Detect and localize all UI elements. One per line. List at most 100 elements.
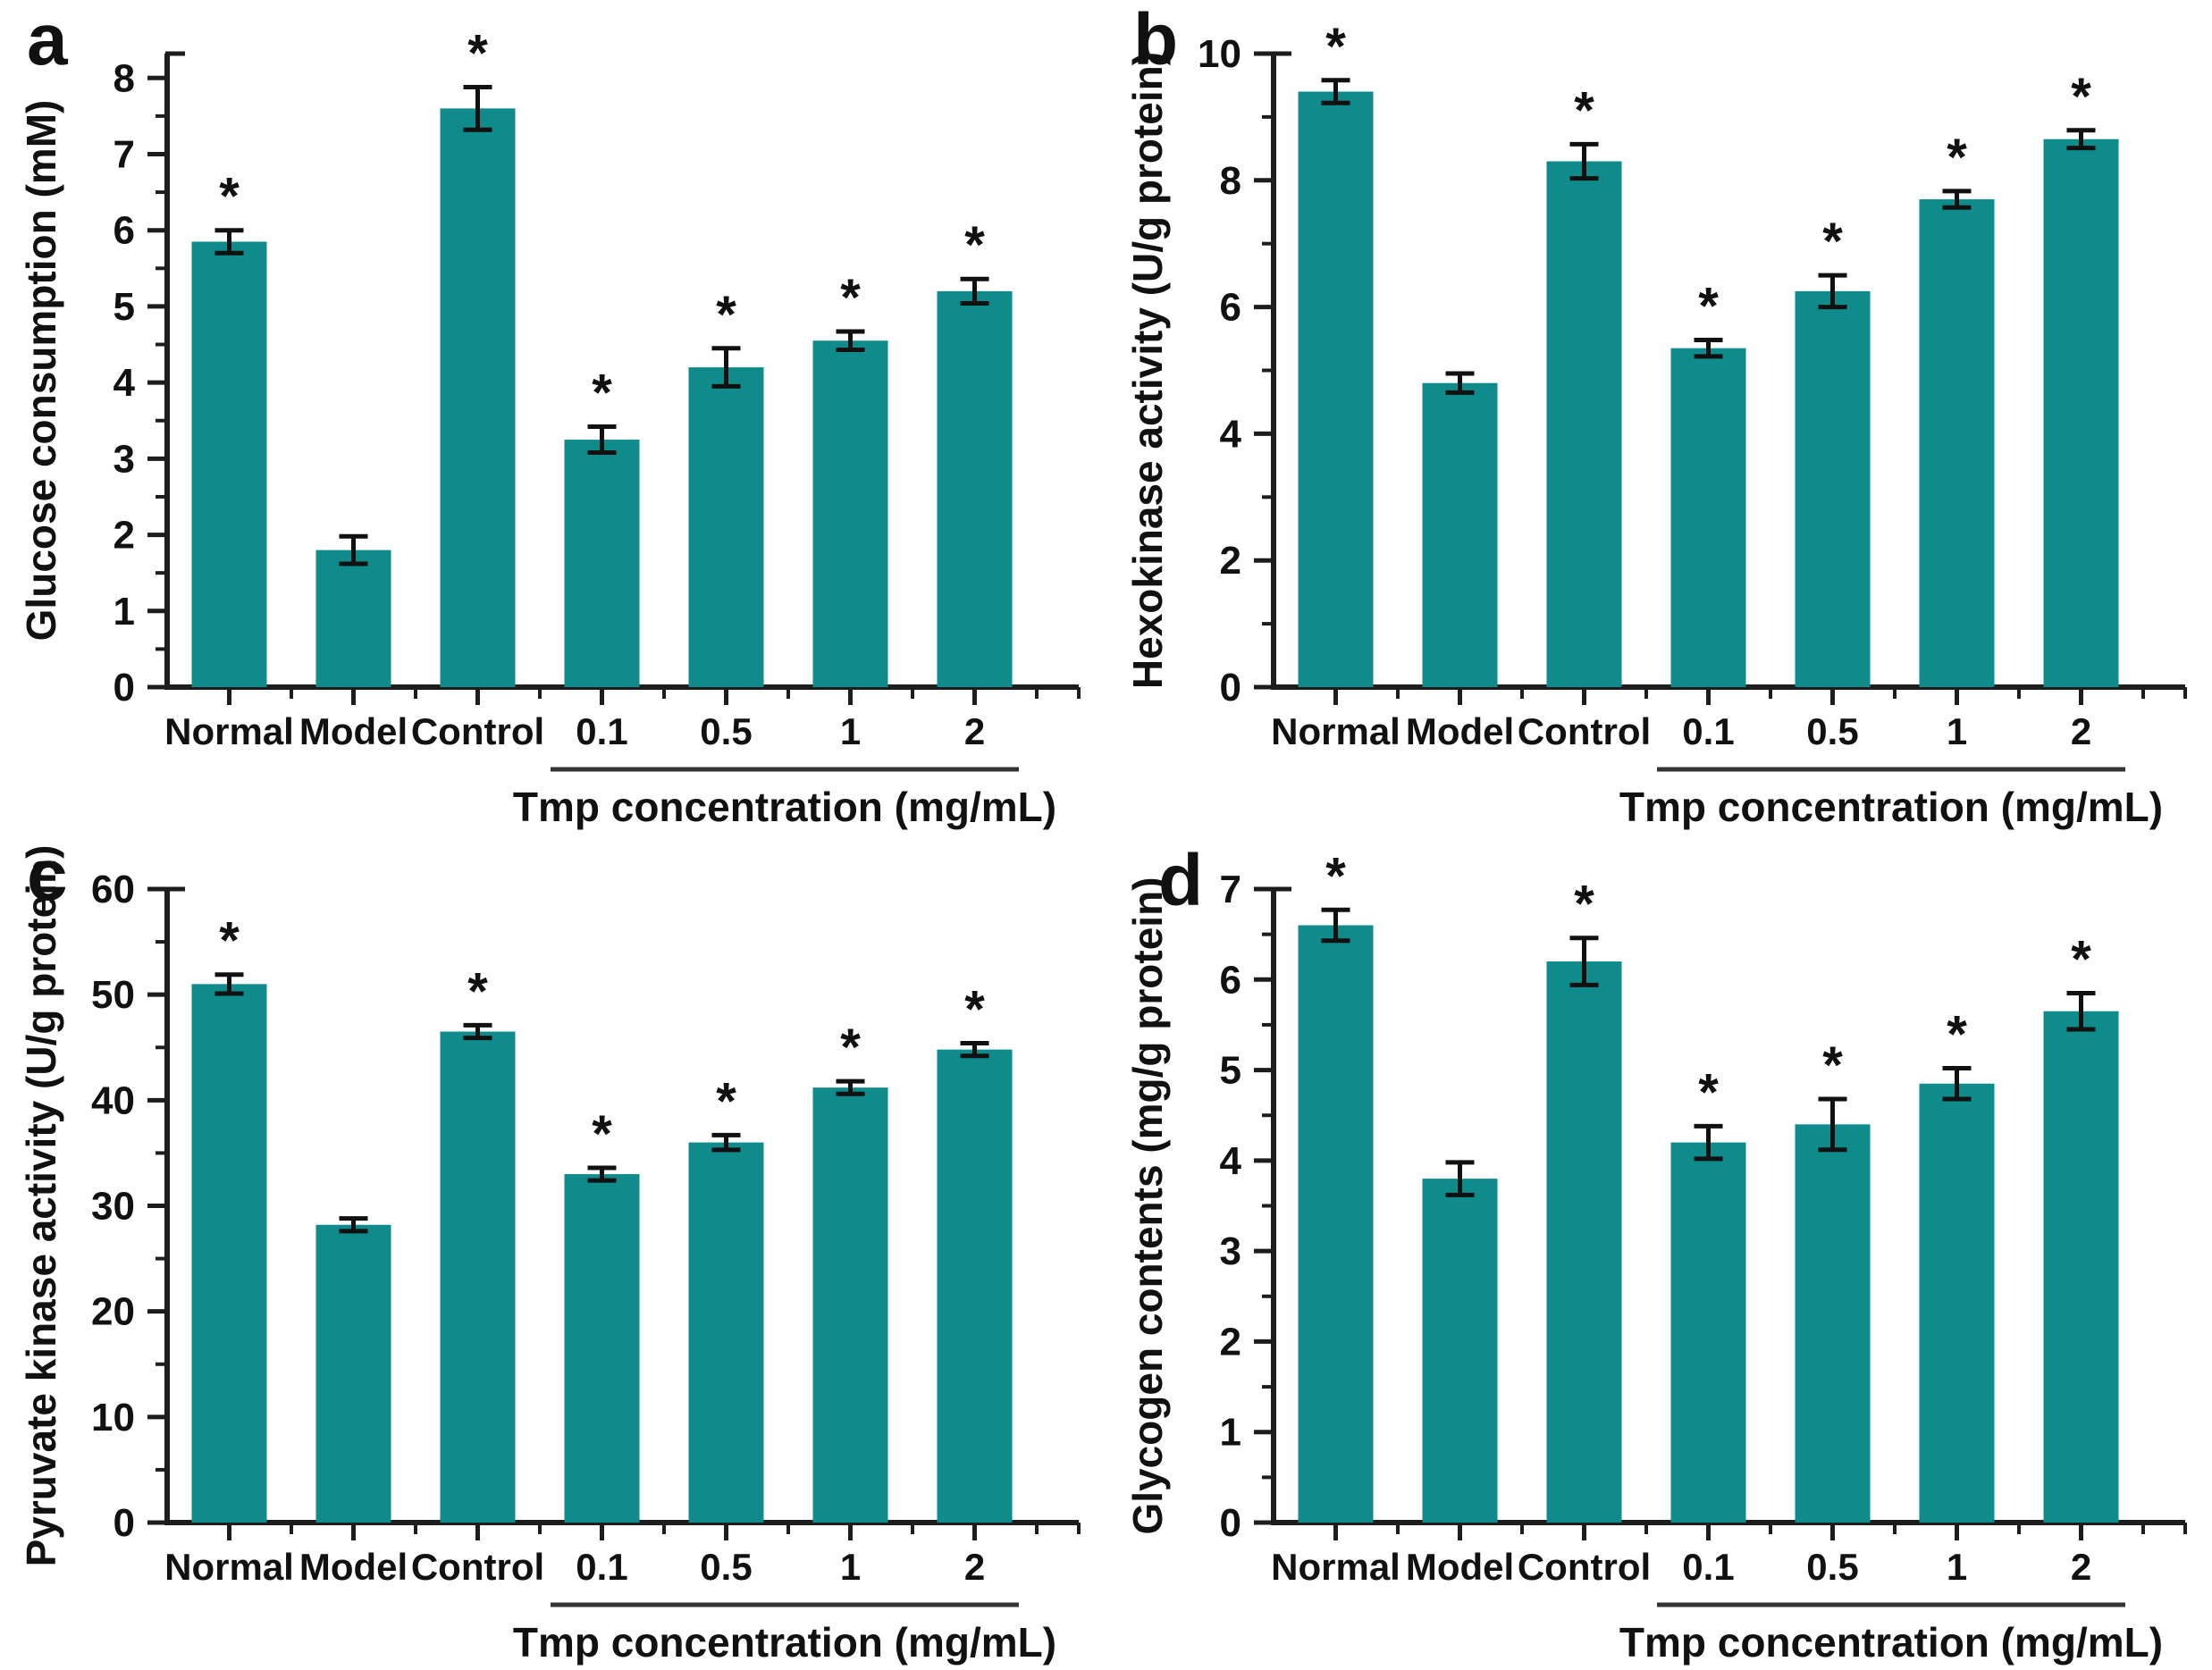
bar [2043,1011,2119,1523]
y-tick-label: 3 [1220,1229,1241,1273]
y-tick-label: 5 [1220,1049,1241,1093]
significance-asterisk: * [1574,81,1594,139]
bar [1422,382,1498,687]
x-category-label: Model [1406,1546,1514,1588]
y-tick-label: 1 [114,590,135,634]
y-tick-label: 1 [1220,1411,1241,1455]
y-tick-label: 6 [114,209,135,253]
x-category-label: 0.1 [576,710,627,752]
bar [1795,1124,1871,1523]
x-category-label: Normal [1271,710,1400,752]
significance-asterisk: * [1698,1063,1719,1121]
x-category-label: 1 [840,710,861,752]
y-tick-label: 0 [114,1501,135,1545]
y-tick-label: 10 [1198,32,1241,76]
bar [440,1031,516,1523]
x-category-label: Normal [1271,1546,1400,1588]
bar [191,241,267,687]
bar [1422,1179,1498,1523]
bar [1546,161,1622,687]
bar [1670,1142,1746,1523]
bar-chart-glycogen-contents: 0 1 2 3 4 5 6 7 Normal * Model Control * 0.1 * 0.5 * 1 * 2 *… [1124,847,2187,1666]
bar-chart-glucose-consumption: 0 1 2 3 4 5 6 7 8 Normal * Model Control * 0.1 * 0.5 * 1 * 2… [18,24,1081,830]
panel-letter-d: d [1158,840,1204,921]
significance-asterisk: * [716,286,736,344]
x-category-label: 1 [1947,1546,1967,1588]
x-category-label: Control [411,710,544,752]
bar [937,290,1013,687]
bar [315,550,391,687]
significance-asterisk: * [1947,129,1967,187]
bar [1919,199,1995,687]
x-category-label: 2 [2071,710,2091,752]
x-category-label: Model [1406,710,1514,752]
x-category-label: 2 [964,1546,985,1588]
x-category-label: 1 [840,1546,861,1588]
significance-asterisk: * [1574,876,1594,934]
y-tick-label: 10 [91,1396,135,1439]
x-category-label: 1 [1947,710,1967,752]
group-axis-label: Tmp concentration (mg/mL) [513,784,1056,830]
significance-asterisk: * [1698,277,1719,335]
y-tick-label: 6 [1220,958,1241,1002]
y-axis-title: Pyruvate kinase activity (U/g protein) [18,845,64,1567]
group-axis-label: Tmp concentration (mg/mL) [1619,1619,2163,1666]
panel-letter-a: a [27,0,68,80]
panel-letter-c: c [27,835,68,916]
significance-asterisk: * [467,962,488,1020]
significance-asterisk: * [716,1072,736,1130]
significance-asterisk: * [1325,18,1346,76]
significance-asterisk: * [592,365,612,423]
significance-asterisk: * [1822,213,1843,271]
bar [315,1224,391,1523]
bar [1298,91,1374,688]
y-tick-label: 3 [114,437,135,481]
y-tick-label: 2 [114,514,135,558]
y-tick-label: 0 [1220,666,1241,709]
y-tick-label: 8 [114,56,135,100]
y-tick-label: 5 [114,285,135,329]
panel-b: 0 2 4 6 8 10 Normal * Model Control * 0.1 * 0.5 * 1 * 2 * H… [1106,0,2212,835]
y-tick-label: 60 [91,868,135,911]
y-tick-label: 2 [1220,539,1241,583]
significance-asterisk: * [964,981,985,1039]
panel-letter-b: b [1133,0,1179,80]
bar [812,1087,888,1523]
x-category-label: 2 [2071,1546,2091,1588]
y-tick-label: 4 [1220,412,1242,456]
x-category-label: 2 [964,710,985,752]
y-tick-label: 30 [91,1185,135,1229]
bar [440,108,516,687]
bar [1795,290,1871,687]
bar [1670,348,1746,687]
panel-d: 0 1 2 3 4 5 6 7 Normal * Model Control * 0.1 * 0.5 * 1 * 2 *… [1106,835,2212,1670]
bar [564,1174,640,1523]
y-tick-label: 7 [1220,868,1241,911]
significance-asterisk: * [467,24,488,82]
y-tick-label: 4 [114,361,136,405]
y-tick-label: 40 [91,1078,135,1122]
y-tick-label: 0 [1220,1501,1241,1545]
y-tick-label: 20 [91,1290,135,1334]
bar [1546,961,1622,1523]
y-tick-label: 4 [1220,1139,1242,1183]
bar-chart-pyruvate-kinase-activity: 0 10 20 30 40 50 60 Normal * Model Control * 0.1 * 0.5… [18,845,1081,1666]
x-category-label: Normal [164,710,294,752]
bar [688,1142,764,1523]
x-category-label: 0.1 [576,1546,627,1588]
x-category-label: 0.5 [700,710,752,752]
bar [937,1049,1013,1523]
bar [191,984,267,1523]
group-axis-label: Tmp concentration (mg/mL) [1619,784,2163,830]
y-tick-label: 7 [114,132,135,176]
y-tick-label: 6 [1220,286,1241,330]
significance-asterisk: * [1947,1006,1967,1064]
significance-asterisk: * [592,1105,612,1163]
x-category-label: Model [299,710,408,752]
significance-asterisk: * [2071,930,2091,988]
significance-asterisk: * [1822,1036,1843,1095]
panel-c: 0 10 20 30 40 50 60 Normal * Model Control * 0.1 * 0.5… [0,835,1106,1670]
y-tick-label: 0 [114,666,135,709]
x-category-label: 0.5 [1806,710,1858,752]
